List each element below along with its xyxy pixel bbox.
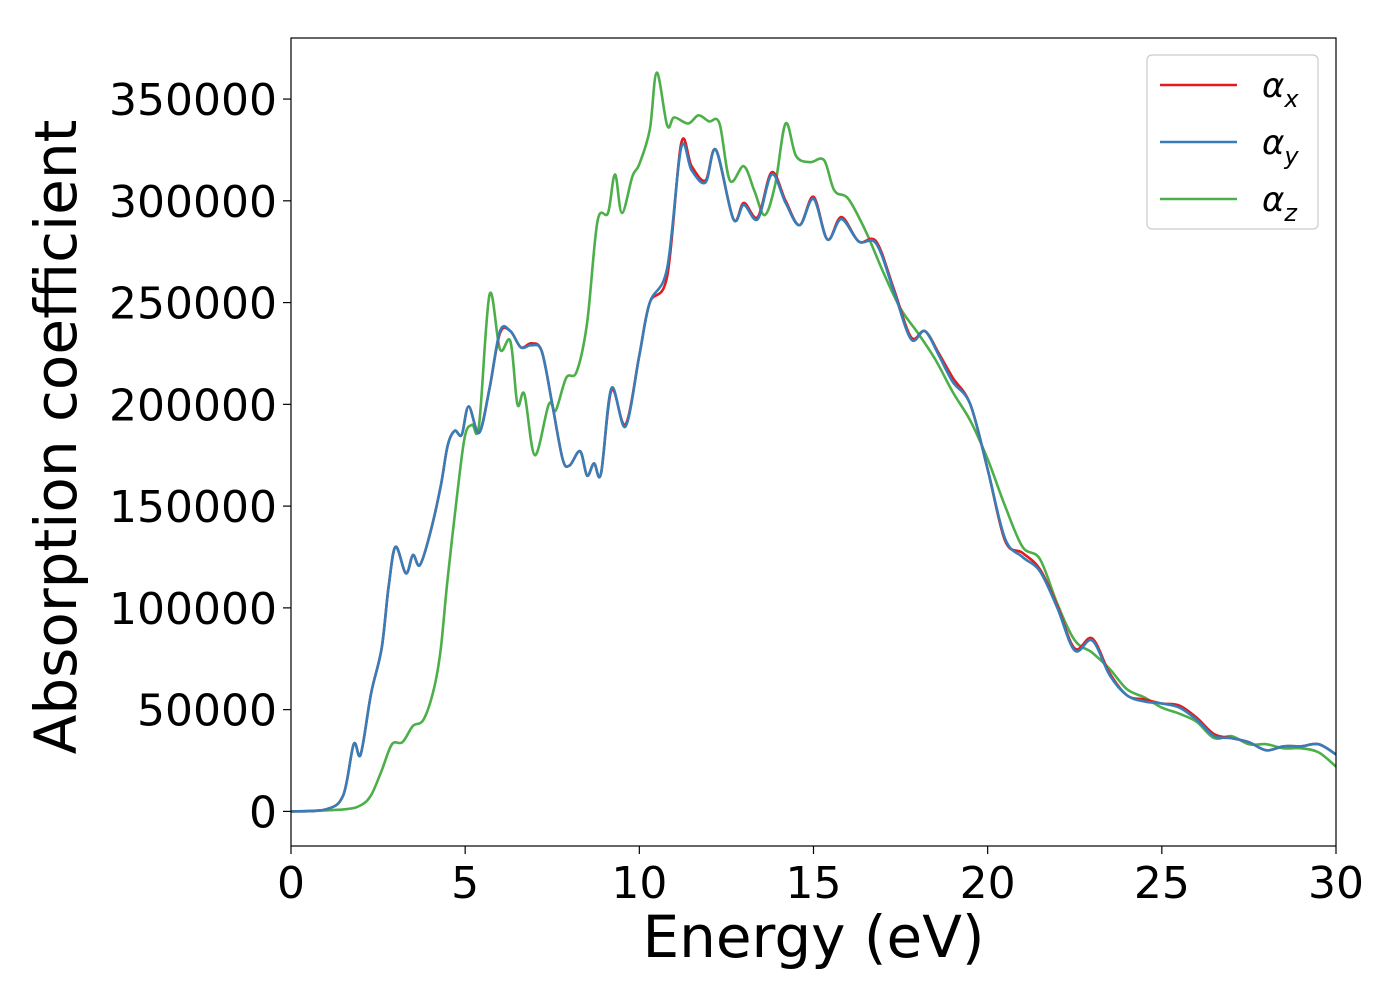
x-axis-ticks: 0 5 10 15 20 25 30	[277, 846, 1364, 909]
legend-items: αx αy αz	[1160, 66, 1299, 227]
x-tick-label: 15	[786, 858, 842, 909]
x-axis-title: Energy (eV)	[642, 903, 984, 971]
x-tick-label: 20	[960, 858, 1016, 909]
y-tick-label: 50000	[137, 686, 277, 737]
legend-label: αy	[1262, 123, 1299, 170]
legend-label: αx	[1262, 66, 1299, 113]
legend: αx αy αz	[1146, 54, 1319, 230]
y-tick-label: 350000	[109, 75, 277, 126]
x-tick-label: 0	[277, 858, 305, 909]
series-line-alpha-x	[290, 137, 1337, 813]
y-tick-label: 250000	[109, 279, 277, 330]
y-tick-label: 150000	[109, 482, 277, 533]
y-tick-label: 0	[249, 787, 277, 838]
x-tick-label: 10	[611, 858, 667, 909]
x-tick-label: 5	[451, 858, 479, 909]
y-tick-label: 200000	[109, 380, 277, 431]
series-line-alpha-y	[290, 142, 1337, 813]
y-axis-title: Absorption coefficient	[22, 120, 90, 755]
y-tick-label: 100000	[109, 584, 277, 635]
legend-label: αz	[1262, 180, 1298, 227]
x-tick-label: 30	[1308, 858, 1364, 909]
series-layer	[290, 71, 1337, 813]
y-axis-ticks: 0 50000 100000 150000 200000 250000 300000 3500…	[109, 75, 291, 838]
y-tick-label: 300000	[109, 177, 277, 228]
x-tick-label: 25	[1134, 858, 1190, 909]
